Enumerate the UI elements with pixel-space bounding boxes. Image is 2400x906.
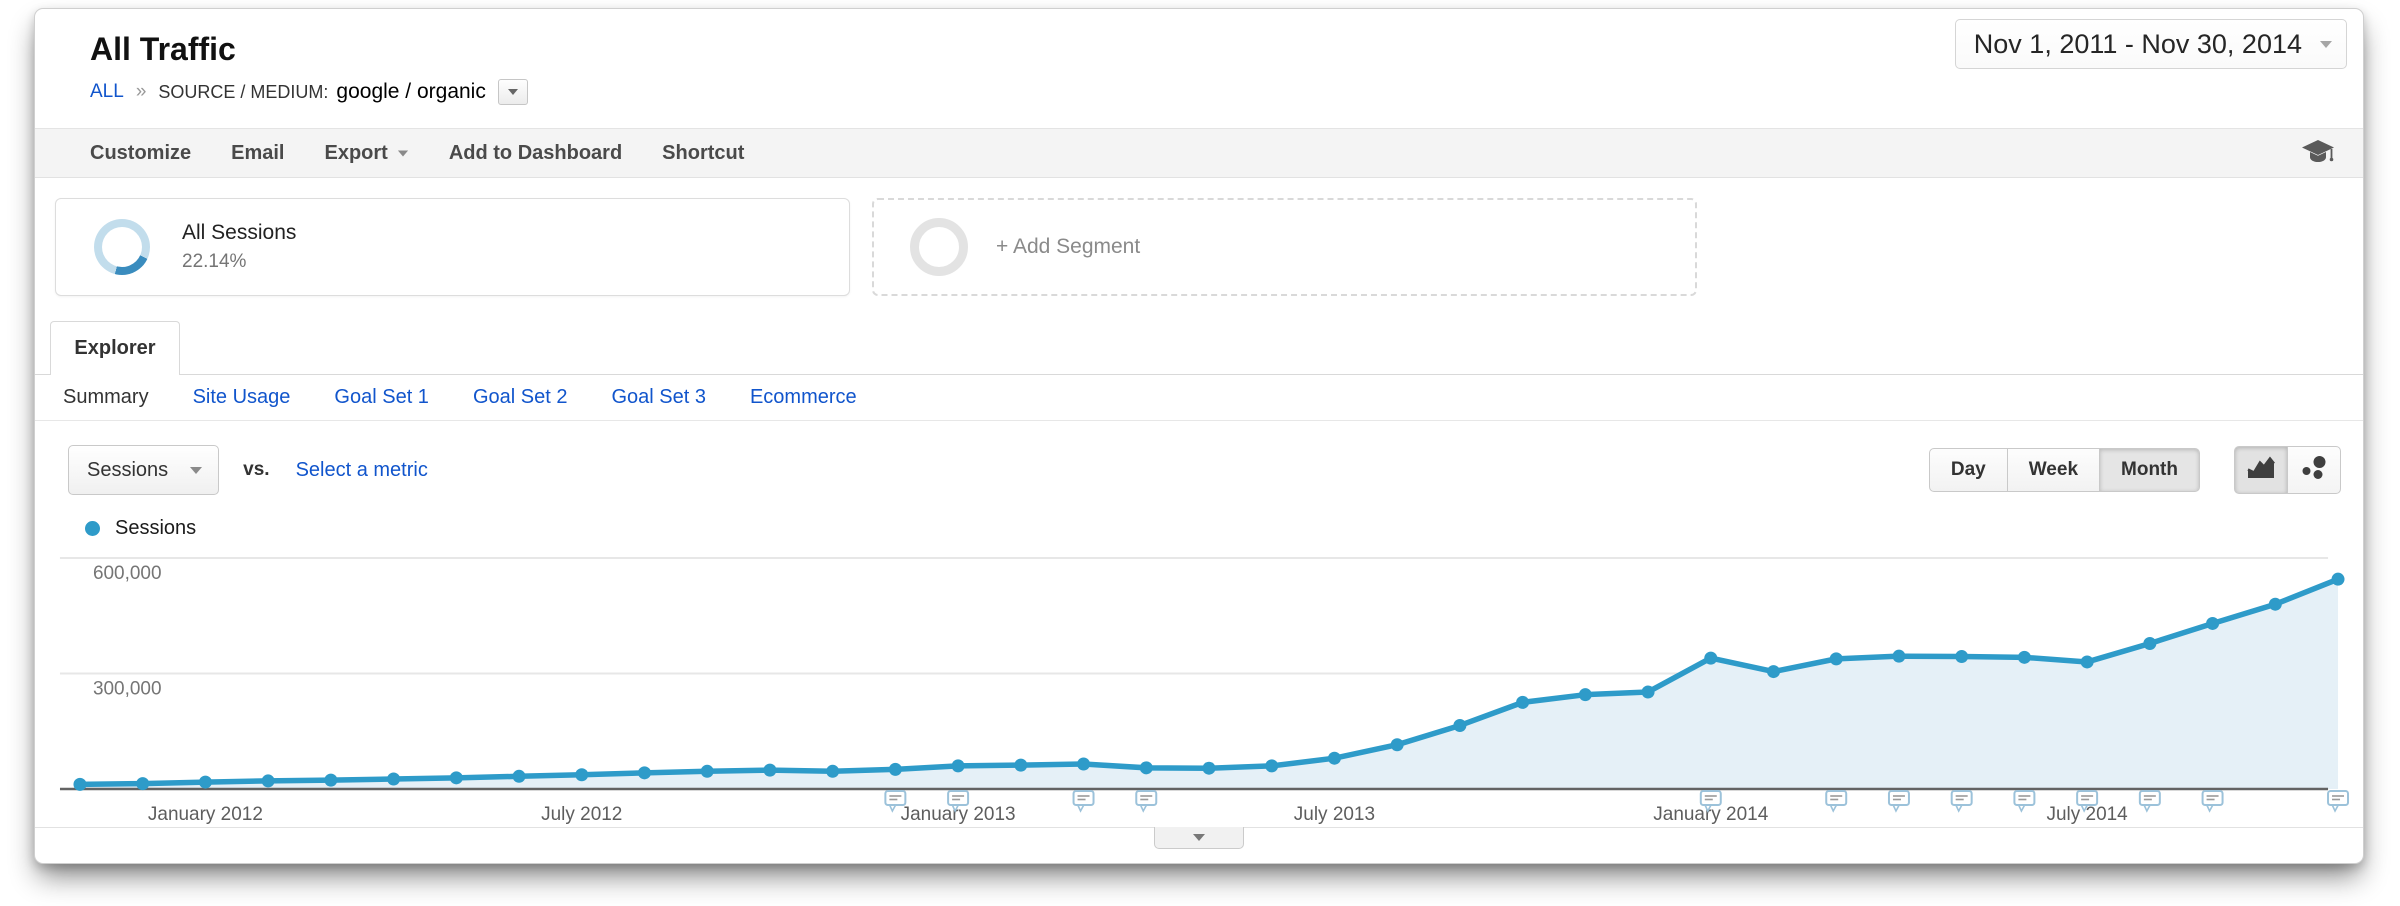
- annotation-marker-icon[interactable]: [2327, 790, 2350, 806]
- granularity-group: Day Week Month: [1928, 448, 2200, 492]
- chevron-down-icon: [397, 150, 408, 156]
- segment-text: All Sessions 22.14%: [182, 221, 296, 273]
- svg-text:July 2012: July 2012: [541, 804, 622, 825]
- page-title: All Traffic: [90, 31, 236, 67]
- motion-chart-icon: [2299, 454, 2329, 486]
- subnav-summary[interactable]: Summary: [63, 386, 149, 408]
- subnav-goal-set-2[interactable]: Goal Set 2: [472, 386, 568, 408]
- annotation-marker-icon[interactable]: [947, 790, 970, 806]
- breadcrumb: ALL » SOURCE / MEDIUM: google / organic: [90, 79, 2343, 105]
- sessions-donut-icon: [94, 219, 150, 275]
- subnav: Summary Site Usage Goal Set 1 Goal Set 2…: [35, 375, 2363, 421]
- chevron-down-icon: [2320, 40, 2332, 48]
- metric-selector[interactable]: Sessions: [68, 445, 220, 495]
- annotation-marker-icon[interactable]: [1072, 790, 1095, 806]
- svg-text:January 2014: January 2014: [1653, 804, 1768, 825]
- breadcrumb-separator: »: [135, 81, 147, 102]
- report-header: All Traffic ALL » SOURCE / MEDIUM: googl…: [35, 9, 2363, 128]
- breadcrumb-all-link[interactable]: ALL: [90, 81, 124, 102]
- sessions-legend-dot-icon: [85, 521, 100, 536]
- segment-ring-icon: [910, 218, 968, 276]
- granularity-month-button[interactable]: Month: [2099, 448, 2200, 492]
- shortcut-button[interactable]: Shortcut: [662, 141, 745, 164]
- annotation-marker-icon[interactable]: [1135, 790, 1158, 806]
- metric-row: Sessions vs. Select a metric Day Week Mo…: [35, 421, 2363, 511]
- toolbar: Customize Email Export Add to Dashboard …: [35, 128, 2363, 178]
- svg-text:January 2012: January 2012: [148, 804, 263, 825]
- date-range-selector[interactable]: Nov 1, 2011 - Nov 30, 2014: [1954, 19, 2347, 69]
- segment-percent: 22.14%: [182, 251, 247, 272]
- report-panel: All Traffic ALL » SOURCE / MEDIUM: googl…: [34, 8, 2364, 864]
- svg-text:January 2013: January 2013: [901, 804, 1016, 825]
- select-a-metric-link[interactable]: Select a metric: [295, 458, 428, 481]
- tabs-row: Explorer: [35, 318, 2363, 375]
- segments-row: All Sessions 22.14% + Add Segment: [35, 178, 2363, 318]
- annotation-marker-icon[interactable]: [2138, 790, 2161, 806]
- annotation-marker-icon[interactable]: [1699, 790, 1722, 806]
- chevron-down-icon: [1193, 834, 1205, 841]
- collapse-chart-button[interactable]: [1154, 827, 1244, 849]
- all-sessions-segment-card[interactable]: All Sessions 22.14%: [55, 198, 850, 296]
- tab-explorer[interactable]: Explorer: [50, 321, 180, 375]
- svg-text:300,000: 300,000: [93, 678, 162, 699]
- customize-button[interactable]: Customize: [90, 141, 192, 164]
- motion-chart-mode-button[interactable]: [2287, 446, 2341, 494]
- segment-title: All Sessions: [182, 221, 297, 244]
- annotation-marker-icon[interactable]: [884, 790, 907, 806]
- svg-text:July 2013: July 2013: [1294, 804, 1375, 825]
- annotation-marker-icon[interactable]: [2076, 790, 2099, 806]
- granularity-day-button[interactable]: Day: [1928, 448, 2008, 492]
- svg-text:July 2014: July 2014: [2047, 804, 2128, 825]
- education-graduation-cap-icon[interactable]: [2301, 139, 2335, 167]
- line-chart-icon: [2246, 455, 2276, 486]
- granularity-week-button[interactable]: Week: [2006, 448, 2101, 492]
- date-range-label: Nov 1, 2011 - Nov 30, 2014: [1973, 28, 2302, 59]
- breadcrumb-dimension-label: SOURCE / MEDIUM:: [158, 81, 329, 102]
- annotation-marker-icon[interactable]: [1887, 790, 1910, 806]
- annotation-marker-icon[interactable]: [2201, 790, 2224, 806]
- breadcrumb-dimension-value: google / organic: [336, 80, 486, 103]
- subnav-goal-set-1[interactable]: Goal Set 1: [334, 386, 429, 408]
- breadcrumb-dropdown-button[interactable]: [497, 79, 528, 105]
- chevron-down-icon: [507, 89, 518, 95]
- annotation-marker-icon[interactable]: [2013, 790, 2036, 806]
- chevron-down-icon: [190, 466, 203, 474]
- annotation-marker-icon[interactable]: [1950, 790, 1973, 806]
- subnav-ecommerce[interactable]: Ecommerce: [749, 386, 857, 408]
- vs-label: vs.: [243, 459, 270, 480]
- sessions-legend-label: Sessions: [115, 517, 197, 539]
- add-to-dashboard-button[interactable]: Add to Dashboard: [448, 141, 623, 164]
- sessions-timeline-chart[interactable]: 600,000 300,000 January 2012 July 2012 Janua…: [35, 546, 2363, 827]
- add-segment-button[interactable]: + Add Segment: [872, 198, 1697, 296]
- chart-legend: Sessions: [35, 511, 2363, 546]
- chart-mode-group: [2234, 446, 2341, 494]
- export-button[interactable]: Export: [324, 142, 408, 165]
- metric-selector-label: Sessions: [87, 458, 169, 481]
- add-segment-label: + Add Segment: [996, 235, 1141, 258]
- annotation-marker-icon[interactable]: [1825, 790, 1848, 806]
- subnav-site-usage[interactable]: Site Usage: [192, 386, 291, 408]
- chart-footer: [35, 827, 2363, 863]
- svg-text:600,000: 600,000: [93, 563, 162, 584]
- line-chart-mode-button[interactable]: [2234, 446, 2288, 494]
- subnav-goal-set-3[interactable]: Goal Set 3: [611, 386, 706, 408]
- email-button[interactable]: Email: [231, 141, 285, 164]
